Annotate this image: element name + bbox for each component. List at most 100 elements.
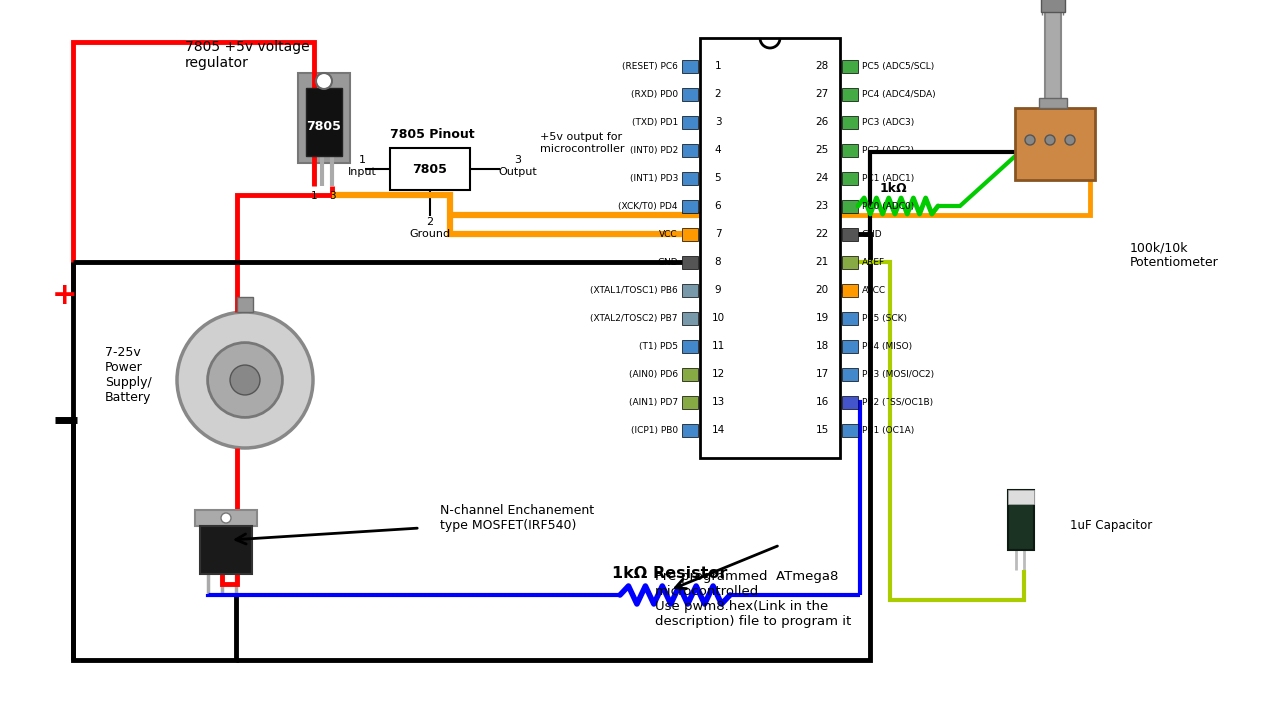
Text: PB2 (¯SS/OC1B): PB2 (¯SS/OC1B) [861,397,933,407]
Bar [682,60,698,73]
Circle shape [221,513,230,523]
Bar [306,88,342,156]
Text: (RESET) PC6: (RESET) PC6 [622,61,678,71]
Bar [842,312,858,325]
Text: 7805 Pinout: 7805 Pinout [389,127,475,140]
Text: 26: 26 [815,117,828,127]
Text: (AIN1) PD7: (AIN1) PD7 [628,397,678,407]
Bar [842,88,858,101]
Text: 16: 16 [815,397,828,407]
Text: 1uF Capacitor: 1uF Capacitor [1070,518,1152,531]
Text: PC4 (ADC4/SDA): PC4 (ADC4/SDA) [861,89,936,99]
Bar [1039,98,1068,108]
Text: (RXD) PD0: (RXD) PD0 [631,89,678,99]
Text: 24: 24 [815,173,828,183]
Bar [682,228,698,240]
Circle shape [207,343,283,418]
Bar [1015,108,1094,180]
Text: 27: 27 [815,89,828,99]
Circle shape [230,365,260,395]
Text: Pre-programmed  ATmega8
microcontrolled
Use pwm8.hex(Link in the
description) fi: Pre-programmed ATmega8 microcontrolled U… [655,570,851,628]
Bar [1007,490,1034,550]
Text: 1: 1 [311,191,317,201]
Text: (XCK/T0) PD4: (XCK/T0) PD4 [618,202,678,210]
Text: 100k/10k
Potentiometer: 100k/10k Potentiometer [1130,241,1219,269]
Text: (XTAL1/TOSC1) PB6: (XTAL1/TOSC1) PB6 [590,286,678,294]
Text: (INT1) PD3: (INT1) PD3 [630,174,678,182]
Bar [842,256,858,269]
Polygon shape [298,73,349,163]
Bar [1007,490,1034,504]
Text: 7805: 7805 [307,120,342,132]
Text: GND: GND [861,230,883,238]
Text: PB1 (OC1A): PB1 (OC1A) [861,426,914,434]
Text: 12: 12 [712,369,724,379]
Bar [1044,10,1061,105]
Text: 11: 11 [712,341,724,351]
Text: 17: 17 [815,369,828,379]
Text: 13: 13 [712,397,724,407]
Text: 2
Ground: 2 Ground [410,217,451,239]
Text: 7-25v
Power
Supply/
Battery: 7-25v Power Supply/ Battery [105,346,152,404]
Bar [842,143,858,156]
Bar [682,143,698,156]
Bar [682,256,698,269]
Text: 7805 +5v voltage
regulator: 7805 +5v voltage regulator [186,40,310,70]
Bar [842,115,858,128]
Text: (TXD) PD1: (TXD) PD1 [632,117,678,127]
Text: PC2 (ADC2): PC2 (ADC2) [861,145,914,155]
Text: 4: 4 [714,145,722,155]
Circle shape [1025,135,1036,145]
Text: 3: 3 [329,191,335,201]
Text: (XTAL2/TOSC2) PB7: (XTAL2/TOSC2) PB7 [590,313,678,323]
Text: 14: 14 [712,425,724,435]
Text: 3: 3 [714,117,722,127]
Bar [842,423,858,436]
Bar [842,367,858,380]
Text: 18: 18 [815,341,828,351]
Text: 6: 6 [714,201,722,211]
Text: (T1) PD5: (T1) PD5 [639,341,678,351]
Text: 15: 15 [815,425,828,435]
Text: GND: GND [658,258,678,266]
Text: 1
Input: 1 Input [348,156,376,177]
Text: PB3 (MOSI/OC2): PB3 (MOSI/OC2) [861,369,934,379]
Circle shape [1044,135,1055,145]
Text: PC3 (ADC3): PC3 (ADC3) [861,117,914,127]
Text: (AIN0) PD6: (AIN0) PD6 [628,369,678,379]
Bar [237,297,253,312]
Text: VCC: VCC [659,230,678,238]
Text: 9: 9 [714,285,722,295]
Bar [842,171,858,184]
Text: PC5 (ADC5/SCL): PC5 (ADC5/SCL) [861,61,934,71]
Text: (ICP1) PB0: (ICP1) PB0 [631,426,678,434]
Bar [842,395,858,408]
Text: PC0 (ADC0): PC0 (ADC0) [861,202,914,210]
Text: 21: 21 [815,257,828,267]
Bar [842,340,858,353]
Bar [682,284,698,297]
Text: (INT0) PD2: (INT0) PD2 [630,145,678,155]
Text: N-channel Enchanement
type MOSFET(IRF540): N-channel Enchanement type MOSFET(IRF540… [440,504,594,532]
Text: 7805: 7805 [412,163,448,176]
Bar [1041,0,1065,12]
Text: 3
Output: 3 Output [499,156,538,177]
Text: 10: 10 [712,313,724,323]
Text: 19: 19 [815,313,828,323]
Bar [682,340,698,353]
Bar [842,60,858,73]
Bar [842,228,858,240]
Bar [682,199,698,212]
Bar [682,367,698,380]
Text: +5v output for
microcontroller: +5v output for microcontroller [540,132,625,154]
Bar [682,171,698,184]
Circle shape [177,312,314,448]
Bar [682,395,698,408]
Text: AREF: AREF [861,258,886,266]
Bar [682,88,698,101]
Bar [682,115,698,128]
Bar [682,312,698,325]
Circle shape [1065,135,1075,145]
Bar [390,148,470,190]
Bar [842,199,858,212]
